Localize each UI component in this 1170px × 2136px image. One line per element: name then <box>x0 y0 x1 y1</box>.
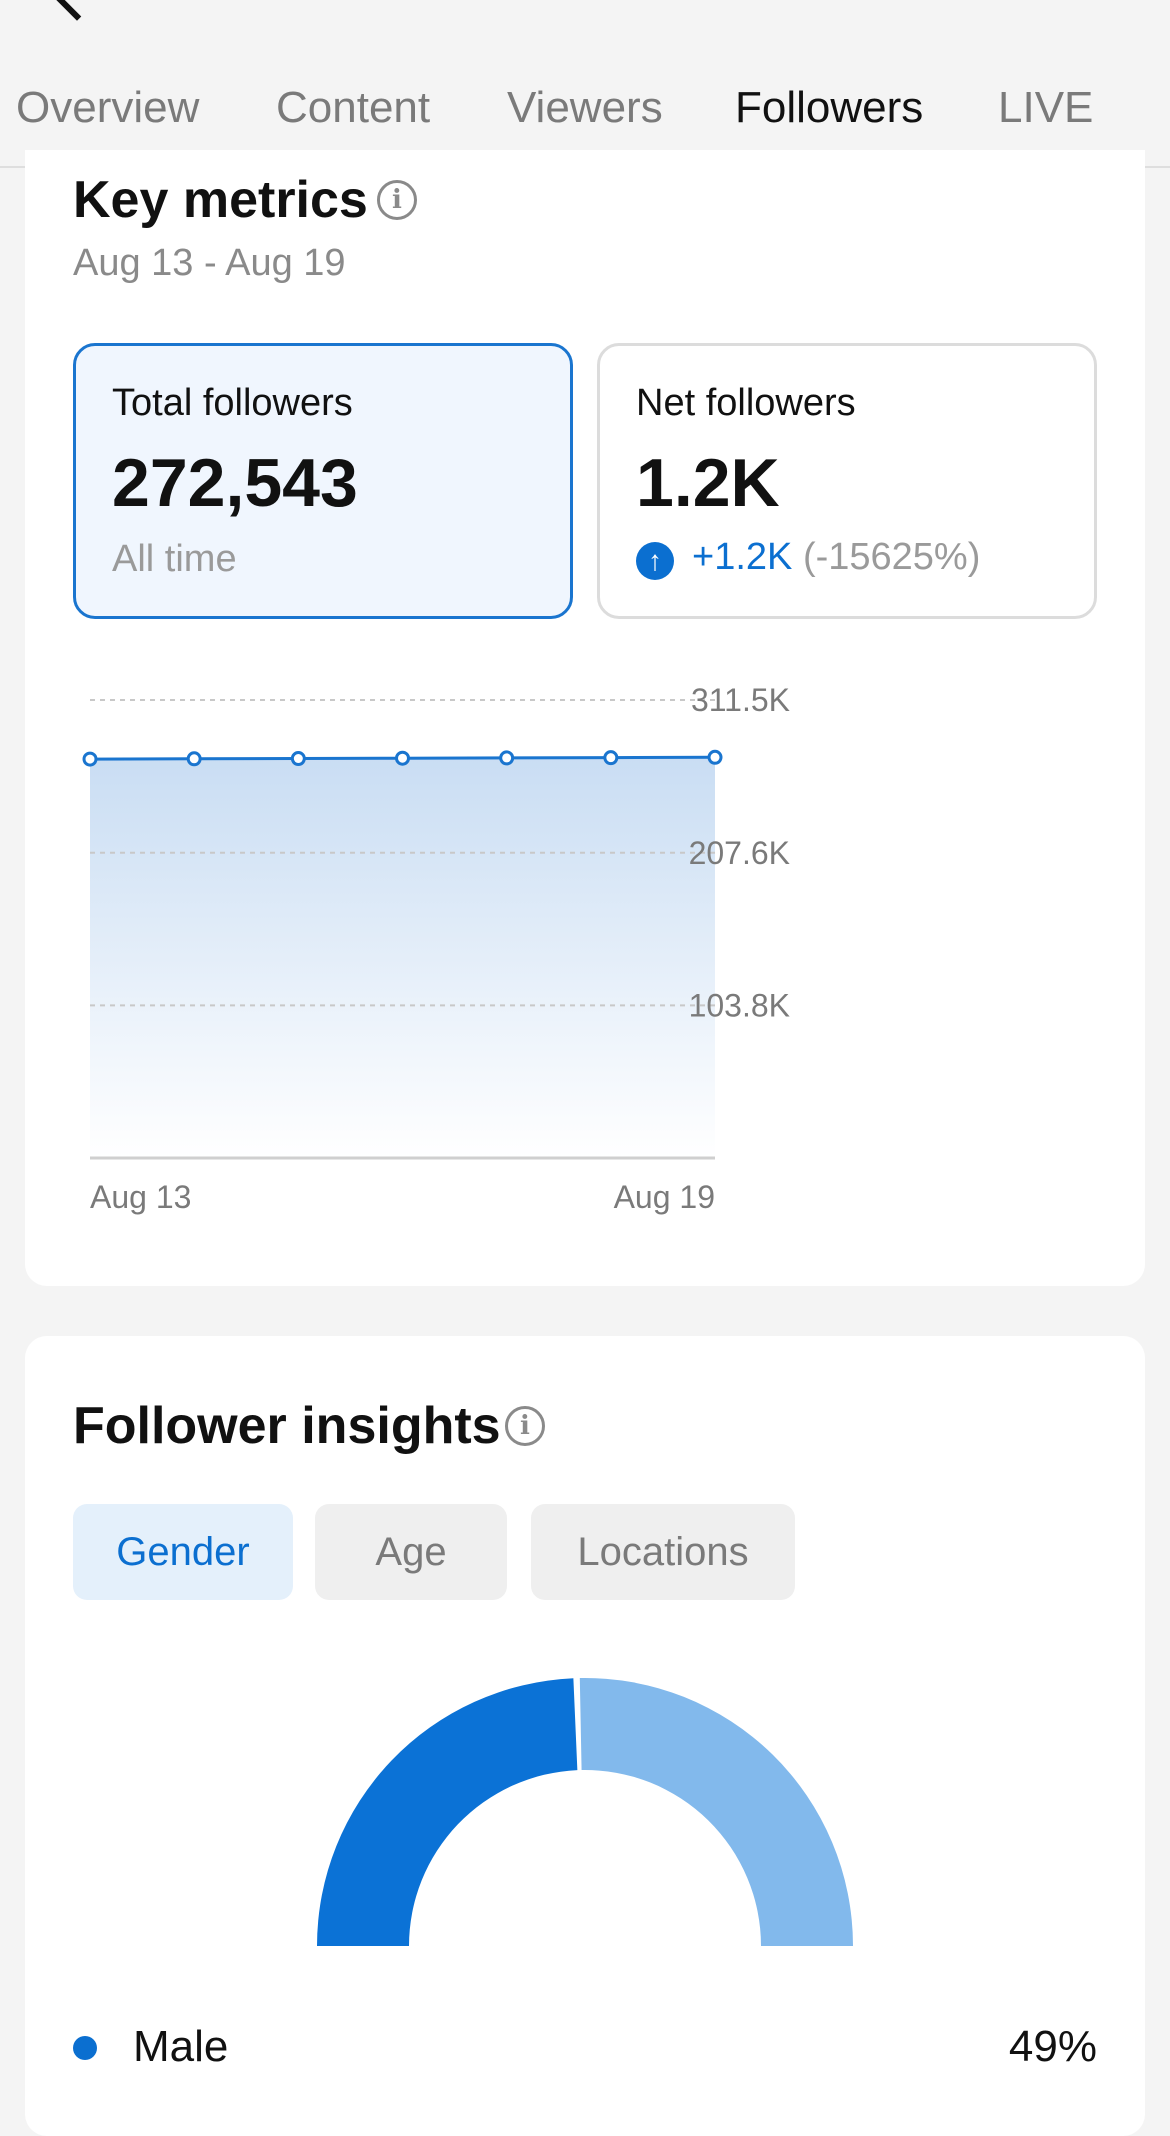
filter-gender[interactable]: Gender <box>73 1504 293 1600</box>
total-followers-value: 272,543 <box>112 445 358 521</box>
gender-donut-chart <box>317 1678 853 1946</box>
y-tick-label: 207.6K <box>689 835 790 871</box>
filter-age[interactable]: Age <box>315 1504 507 1600</box>
key-metrics-card: Key metrics i Aug 13 - Aug 19 Total foll… <box>25 150 1145 1286</box>
net-followers-value: 1.2K <box>636 445 780 521</box>
data-point[interactable] <box>186 751 202 767</box>
tab-live[interactable]: LIVE <box>998 83 1094 132</box>
change-percent: (-15625%) <box>802 536 981 578</box>
total-followers-label: Total followers <box>112 382 353 424</box>
net-followers-change: +1.2K (-15625%) <box>692 536 980 579</box>
top-bar: Overview Content Viewers Followers LIVE <box>0 0 1170 168</box>
donut-segment-male[interactable] <box>317 1678 578 1946</box>
data-point[interactable] <box>499 750 515 766</box>
tab-viewers[interactable]: Viewers <box>507 83 663 132</box>
data-point[interactable] <box>603 750 619 766</box>
x-tick-label-end: Aug 19 <box>614 1179 715 1215</box>
info-icon[interactable]: i <box>377 180 417 220</box>
follower-insights-card: Follower insights i Gender Age Locations… <box>25 1336 1145 2136</box>
date-range: Aug 13 - Aug 19 <box>73 242 346 284</box>
data-point[interactable] <box>82 751 98 767</box>
y-tick-label: 103.8K <box>689 987 790 1023</box>
x-tick-label-start: Aug 13 <box>90 1179 191 1215</box>
back-arrow-icon[interactable] <box>47 0 107 21</box>
arrow-up-icon: ↑ <box>636 542 674 580</box>
data-point[interactable] <box>395 750 410 766</box>
followers-area-chart: 311.5K 207.6K 103.8K Aug 13 Aug 19 <box>82 682 790 1215</box>
follower-insights-title: Follower insights <box>73 1397 501 1455</box>
key-metrics-title: Key metrics <box>73 171 368 229</box>
tab-content[interactable]: Content <box>276 83 431 132</box>
change-value: +1.2K <box>692 536 793 578</box>
legend-value-male: 49% <box>1008 2022 1097 2071</box>
net-followers-label: Net followers <box>636 382 856 424</box>
data-point[interactable] <box>290 751 306 767</box>
filter-locations[interactable]: Locations <box>531 1504 795 1600</box>
total-followers-card[interactable]: Total followers 272,543 All time <box>73 343 573 619</box>
area-fill <box>90 757 715 1158</box>
total-followers-period: All time <box>112 538 237 580</box>
net-followers-card[interactable]: Net followers 1.2K ↑ +1.2K (-15625%) <box>597 343 1097 619</box>
donut-segment-female[interactable] <box>579 1678 853 1946</box>
legend-label-male: Male <box>133 2022 229 2071</box>
y-tick-label: 311.5K <box>691 682 790 718</box>
info-icon[interactable]: i <box>505 1406 545 1446</box>
legend-dot-male <box>73 2036 97 2060</box>
analytics-tabs: Overview Content Viewers Followers LIVE <box>0 78 1170 168</box>
tab-followers[interactable]: Followers <box>735 83 924 132</box>
data-point[interactable] <box>707 749 723 765</box>
tab-overview[interactable]: Overview <box>16 83 200 132</box>
